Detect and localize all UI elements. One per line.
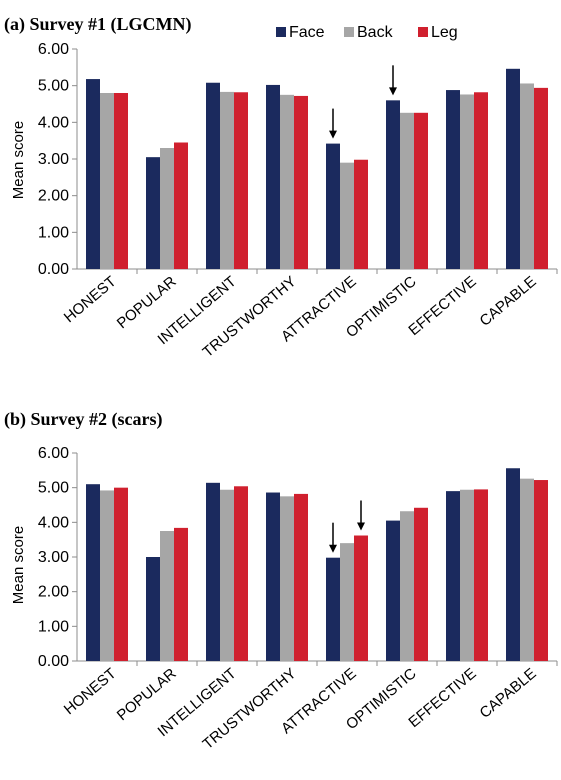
- bar-back-attractive: [340, 162, 354, 269]
- x-category-label: HONEST: [61, 665, 120, 718]
- bar-leg-effective: [474, 489, 488, 661]
- plot-area: 0.001.002.003.004.005.006.00HONESTPOPULA…: [38, 41, 558, 361]
- bar-leg-capable: [534, 87, 548, 269]
- panel-a-ylabel: Mean score: [10, 121, 27, 199]
- bar-face-effective: [446, 90, 460, 269]
- bar-leg-attractive: [354, 535, 368, 661]
- y-tick-label: 2.00: [38, 188, 69, 205]
- bar-back-honest: [100, 93, 114, 269]
- y-tick-label: 1.00: [38, 618, 69, 635]
- annotation-arrow: [389, 65, 397, 96]
- x-category-label: HONEST: [61, 273, 120, 326]
- y-tick-label: 6.00: [38, 445, 69, 462]
- bar-leg-attractive: [354, 159, 368, 269]
- legend-label-leg: Leg: [431, 24, 458, 41]
- legend-label-back: Back: [357, 24, 394, 41]
- bar-face-effective: [446, 491, 460, 661]
- y-tick-label: 5.00: [38, 78, 69, 95]
- y-tick-label: 5.00: [38, 480, 69, 497]
- bar-back-popular: [160, 148, 174, 269]
- bar-back-optimistic: [400, 511, 414, 661]
- panel-survey-1: (a) Survey #1 (LGCMN) Mean score Face Ba…: [4, 14, 558, 361]
- bar-back-popular: [160, 531, 174, 661]
- bar-face-intelligent: [206, 82, 220, 269]
- bar-leg-popular: [174, 142, 188, 269]
- y-tick-label: 3.00: [38, 549, 69, 566]
- bar-leg-trustworthy: [294, 95, 308, 269]
- bar-leg-capable: [534, 480, 548, 661]
- legend-swatch-face: [276, 27, 286, 37]
- panel-b-ylabel: Mean score: [10, 526, 27, 604]
- bar-face-popular: [146, 157, 160, 269]
- y-tick-label: 0.00: [38, 653, 69, 670]
- y-tick-label: 4.00: [38, 114, 69, 131]
- bar-leg-optimistic: [414, 507, 428, 661]
- x-category-label: CAPABLE: [476, 665, 539, 722]
- bar-leg-effective: [474, 92, 488, 270]
- arrow-head: [329, 130, 337, 139]
- bar-back-attractive: [340, 543, 354, 661]
- annotation-arrow: [329, 108, 337, 139]
- bar-back-trustworthy: [280, 94, 294, 269]
- arrow-head: [389, 87, 397, 96]
- annotation-arrow: [329, 522, 337, 553]
- legend: Face Back Leg: [276, 24, 458, 41]
- bar-face-capable: [506, 68, 520, 269]
- bar-back-trustworthy: [280, 496, 294, 661]
- y-tick-label: 3.00: [38, 151, 69, 168]
- bar-face-popular: [146, 557, 160, 661]
- bar-face-intelligent: [206, 482, 220, 661]
- bar-face-optimistic: [386, 520, 400, 661]
- panel-a-title: (a) Survey #1 (LGCMN): [4, 14, 191, 35]
- y-tick-label: 2.00: [38, 584, 69, 601]
- bar-back-capable: [520, 83, 534, 269]
- bar-leg-intelligent: [234, 92, 248, 270]
- bar-leg-optimistic: [414, 112, 428, 269]
- bar-face-trustworthy: [266, 84, 280, 269]
- bar-back-intelligent: [220, 91, 234, 270]
- legend-swatch-leg: [418, 27, 428, 37]
- arrow-head: [357, 522, 365, 531]
- x-category-label: CAPABLE: [476, 273, 539, 330]
- bar-leg-honest: [114, 93, 128, 269]
- bar-leg-trustworthy: [294, 493, 308, 661]
- bar-leg-intelligent: [234, 486, 248, 661]
- bar-face-attractive: [326, 557, 340, 661]
- bar-back-honest: [100, 490, 114, 661]
- y-tick-label: 4.00: [38, 514, 69, 531]
- panel-survey-2: (b) Survey #2 (scars) Mean score 0.00 1.0…: [4, 409, 558, 753]
- bar-face-trustworthy: [266, 492, 280, 661]
- legend-swatch-back: [344, 27, 354, 37]
- y-tick-label: 0.00: [38, 261, 69, 278]
- bar-face-honest: [86, 484, 100, 661]
- bar-face-attractive: [326, 143, 340, 269]
- plot-area: 0.001.002.003.004.005.006.00HONESTPOPULA…: [38, 445, 558, 753]
- bar-back-effective: [460, 489, 474, 661]
- y-tick-label: 1.00: [38, 224, 69, 241]
- bar-face-optimistic: [386, 100, 400, 269]
- bar-back-intelligent: [220, 489, 234, 661]
- bar-back-capable: [520, 478, 534, 661]
- panel-b-title: (b) Survey #2 (scars): [4, 409, 162, 430]
- bar-leg-popular: [174, 527, 188, 661]
- bar-face-honest: [86, 79, 100, 269]
- arrow-head: [329, 544, 337, 553]
- legend-label-face: Face: [289, 24, 325, 41]
- annotation-arrow: [357, 500, 365, 531]
- y-tick-label: 6.00: [38, 41, 69, 58]
- bar-back-effective: [460, 94, 474, 269]
- bar-leg-honest: [114, 487, 128, 661]
- bar-back-optimistic: [400, 112, 414, 269]
- bar-face-capable: [506, 468, 520, 661]
